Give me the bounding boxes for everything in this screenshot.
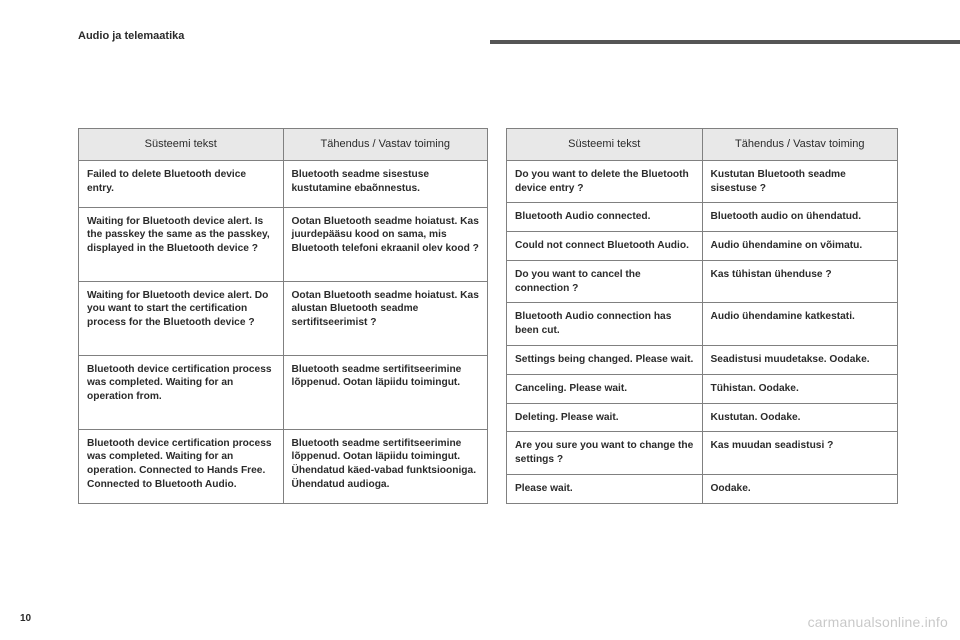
cell-system: Do you want to cancel the connection ? bbox=[507, 260, 703, 303]
cell-system: Bluetooth Audio connection has been cut. bbox=[507, 303, 703, 346]
table-row: Do you want to delete the Bluetooth devi… bbox=[507, 160, 898, 203]
header-rule bbox=[490, 40, 960, 44]
table-row: Bluetooth device certification process w… bbox=[79, 429, 488, 503]
table-row: Bluetooth Audio connection has been cut.… bbox=[507, 303, 898, 346]
table-row: Bluetooth device certification process w… bbox=[79, 355, 488, 429]
cell-system: Canceling. Please wait. bbox=[507, 374, 703, 403]
table-row: Waiting for Bluetooth device alert. Is t… bbox=[79, 207, 488, 281]
cell-meaning: Seadistusi muudetakse. Oodake. bbox=[702, 345, 898, 374]
col-header-meaning: Tähendus / Vastav toiming bbox=[702, 129, 898, 161]
cell-system: Do you want to delete the Bluetooth devi… bbox=[507, 160, 703, 203]
table-row: Please wait. Oodake. bbox=[507, 474, 898, 503]
cell-system: Deleting. Please wait. bbox=[507, 403, 703, 432]
cell-system: Bluetooth device certification process w… bbox=[79, 355, 284, 429]
cell-system: Could not connect Bluetooth Audio. bbox=[507, 232, 703, 261]
cell-meaning: Kas tühistan ühenduse ? bbox=[702, 260, 898, 303]
cell-system: Waiting for Bluetooth device alert. Do y… bbox=[79, 281, 284, 355]
cell-system: Please wait. bbox=[507, 474, 703, 503]
col-header-system: Süsteemi tekst bbox=[507, 129, 703, 161]
page-header: Audio ja telemaatika bbox=[0, 30, 960, 52]
cell-meaning: Kustutan. Oodake. bbox=[702, 403, 898, 432]
cell-meaning: Ootan Bluetooth seadme hoiatust. Kas alu… bbox=[283, 281, 488, 355]
cell-meaning: Kustutan Bluetooth seadme sisestuse ? bbox=[702, 160, 898, 203]
col-header-meaning: Tähendus / Vastav toiming bbox=[283, 129, 488, 161]
table-row: Bluetooth Audio connected. Bluetooth aud… bbox=[507, 203, 898, 232]
cell-meaning: Audio ühendamine katkestati. bbox=[702, 303, 898, 346]
table-row: Deleting. Please wait. Kustutan. Oodake. bbox=[507, 403, 898, 432]
page-number: 10 bbox=[20, 613, 31, 624]
cell-meaning: Audio ühendamine on võimatu. bbox=[702, 232, 898, 261]
table-row: Could not connect Bluetooth Audio. Audio… bbox=[507, 232, 898, 261]
cell-meaning: Tühistan. Oodake. bbox=[702, 374, 898, 403]
cell-system: Failed to delete Bluetooth device entry. bbox=[79, 160, 284, 207]
content-area: Süsteemi tekst Tähendus / Vastav toiming… bbox=[78, 128, 898, 504]
cell-meaning: Bluetooth audio on ühendatud. bbox=[702, 203, 898, 232]
table-row: Settings being changed. Please wait. Sea… bbox=[507, 345, 898, 374]
cell-system: Bluetooth device certification process w… bbox=[79, 429, 284, 503]
table-row: Failed to delete Bluetooth device entry.… bbox=[79, 160, 488, 207]
table-left: Süsteemi tekst Tähendus / Vastav toiming… bbox=[78, 128, 488, 504]
section-title: Audio ja telemaatika bbox=[78, 30, 184, 42]
cell-system: Are you sure you want to change the sett… bbox=[507, 432, 703, 475]
col-header-system: Süsteemi tekst bbox=[79, 129, 284, 161]
cell-meaning: Bluetooth seadme sisestuse kustutamine e… bbox=[283, 160, 488, 207]
table-row: Are you sure you want to change the sett… bbox=[507, 432, 898, 475]
cell-system: Settings being changed. Please wait. bbox=[507, 345, 703, 374]
cell-meaning: Bluetooth seadme sertifitseerimine lõppe… bbox=[283, 429, 488, 503]
cell-meaning: Kas muudan seadistusi ? bbox=[702, 432, 898, 475]
watermark: carmanualsonline.info bbox=[808, 614, 948, 630]
cell-system: Waiting for Bluetooth device alert. Is t… bbox=[79, 207, 284, 281]
table-row: Canceling. Please wait. Tühistan. Oodake… bbox=[507, 374, 898, 403]
table-row: Waiting for Bluetooth device alert. Do y… bbox=[79, 281, 488, 355]
cell-meaning: Ootan Bluetooth seadme hoiatust. Kas juu… bbox=[283, 207, 488, 281]
cell-meaning: Oodake. bbox=[702, 474, 898, 503]
cell-system: Bluetooth Audio connected. bbox=[507, 203, 703, 232]
table-row: Do you want to cancel the connection ? K… bbox=[507, 260, 898, 303]
cell-meaning: Bluetooth seadme sertifitseerimine lõppe… bbox=[283, 355, 488, 429]
table-right: Süsteemi tekst Tähendus / Vastav toiming… bbox=[506, 128, 898, 504]
